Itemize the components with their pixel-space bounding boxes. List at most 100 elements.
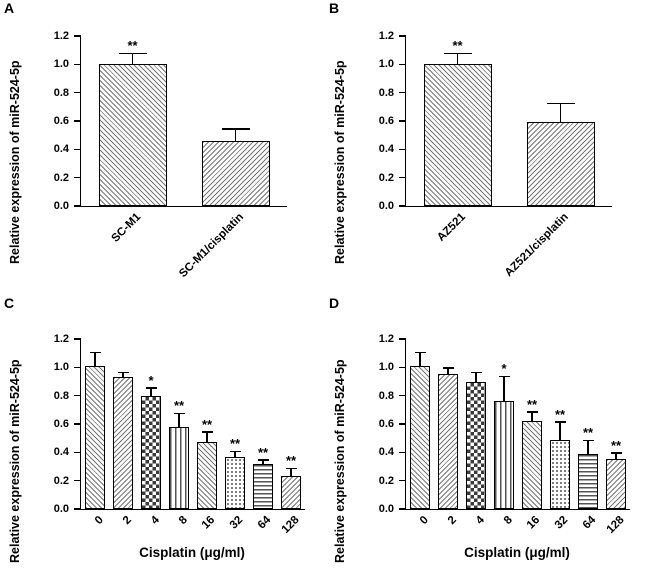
y-tick-mark	[74, 508, 81, 510]
bar	[113, 377, 133, 509]
error-bar-cap	[257, 459, 269, 461]
y-tick-mark	[399, 120, 406, 122]
y-axis-ticks: 0.0 0.2 0.4 0.6 0.8 1.0 1.2	[325, 333, 405, 515]
error-bar	[290, 469, 292, 477]
error-bar	[559, 104, 562, 123]
x-tick-label: SC-M1	[109, 211, 143, 245]
x-axis-title: Cisplatin (μg/ml)	[464, 545, 570, 560]
x-tick-label: SC-M1/cisplatin	[176, 211, 246, 281]
plot-area: **	[74, 35, 287, 207]
y-tick-label: 0.2	[53, 474, 69, 487]
bar	[225, 456, 245, 509]
y-tick-label: 0.0	[378, 503, 394, 515]
y-tick-mark	[399, 338, 406, 340]
error-bar-cap	[201, 431, 213, 433]
bar	[423, 64, 492, 206]
y-tick-mark	[399, 366, 406, 369]
panel-label: C	[4, 295, 15, 311]
panel-a: A Relative expression of miR-524-5p 0.0 0…	[0, 0, 325, 291]
x-tick-label: 32	[552, 514, 571, 532]
y-tick-label: 0.4	[53, 143, 69, 156]
significance-stars: **	[201, 416, 213, 432]
y-tick-mark	[74, 63, 81, 66]
error-bar	[447, 368, 449, 375]
y-tick-mark	[399, 479, 406, 482]
y-axis-ticks: 0.0 0.2 0.4 0.6 0.8 1.0 1.2	[325, 30, 405, 212]
y-tick-label: 1.0	[53, 58, 69, 71]
error-bar	[615, 453, 617, 460]
x-tick-label: 4	[148, 514, 162, 528]
y-tick-mark	[74, 479, 81, 482]
error-bar-cap	[221, 128, 250, 130]
y-tick-mark	[399, 148, 406, 151]
error-bar-cap	[546, 102, 575, 104]
error-bar	[234, 452, 236, 457]
y-tick-mark	[74, 366, 81, 369]
error-bar	[262, 460, 264, 464]
bar	[201, 140, 270, 206]
plot-area: * ** ** ** **	[399, 338, 630, 510]
y-tick-label: 0.8	[378, 86, 394, 99]
significance-stars: *	[148, 372, 154, 388]
y-tick-label: 0.0	[53, 503, 69, 515]
x-tick-label: 8	[176, 514, 190, 528]
x-axis-labels: 0 2 4 8 16 32 64 128	[80, 512, 304, 544]
y-tick-mark	[399, 176, 406, 179]
bar	[522, 421, 542, 509]
error-bar	[419, 353, 421, 366]
panel-label: D	[329, 295, 340, 311]
y-tick-label: 1.0	[378, 58, 394, 71]
significance-stars: **	[554, 406, 566, 422]
significance-stars: **	[526, 396, 538, 412]
x-tick-label: 8	[501, 514, 515, 528]
y-tick-mark	[74, 91, 81, 94]
y-tick-mark	[399, 394, 406, 397]
significance-stars: *	[501, 361, 507, 377]
error-bar-cap	[229, 450, 241, 453]
x-axis-labels: SC-M1 SC-M1/cisplatin	[80, 209, 286, 289]
x-tick-label: 0	[417, 514, 431, 528]
x-tick-label: AZ521/cisplatin	[502, 211, 571, 280]
y-tick-mark	[399, 35, 406, 37]
y-axis-ticks: 0.0 0.2 0.4 0.6 0.8 1.0 1.2	[0, 333, 80, 515]
panel-c: C Relative expression of miR-524-5p 0.0 0…	[0, 291, 325, 582]
significance-stars: **	[173, 398, 185, 414]
x-axis-labels: AZ521 AZ521/cisplatin	[405, 209, 611, 289]
bar	[253, 463, 273, 509]
panel-label: A	[4, 0, 15, 16]
y-tick-label: 1.0	[378, 361, 394, 374]
bar	[281, 476, 301, 509]
error-bar-cap	[117, 371, 129, 373]
y-tick-label: 1.2	[53, 333, 69, 345]
significance-stars: **	[285, 453, 297, 469]
error-bar-cap	[610, 452, 622, 454]
bar	[526, 122, 595, 206]
x-tick-label: 16	[524, 514, 543, 532]
error-bar	[503, 377, 505, 402]
y-tick-label: 0.2	[53, 171, 69, 184]
y-tick-label: 0.6	[53, 418, 69, 430]
panel-b: B Relative expression of miR-524-5p 0.0 0…	[325, 0, 650, 291]
error-bar-cap	[470, 371, 482, 373]
error-bar-cap	[118, 53, 147, 55]
bar	[98, 64, 167, 206]
error-bar	[206, 432, 208, 443]
y-tick-label: 0.8	[53, 86, 69, 99]
y-tick-label: 0.0	[378, 200, 394, 212]
y-tick-label: 1.2	[378, 333, 394, 345]
y-tick-label: 1.0	[53, 361, 69, 374]
error-bar-cap	[498, 375, 510, 378]
y-tick-label: 0.6	[378, 115, 394, 127]
error-bar	[178, 414, 180, 427]
x-tick-label: 16	[199, 514, 218, 532]
error-bar-cap	[554, 421, 566, 423]
y-tick-mark	[74, 120, 81, 122]
y-tick-mark	[399, 423, 406, 425]
bar	[197, 442, 217, 509]
y-tick-mark	[74, 394, 81, 397]
x-tick-label: 0	[92, 514, 106, 528]
error-bar	[94, 353, 96, 366]
y-tick-mark	[74, 338, 81, 340]
y-tick-mark	[74, 205, 81, 207]
